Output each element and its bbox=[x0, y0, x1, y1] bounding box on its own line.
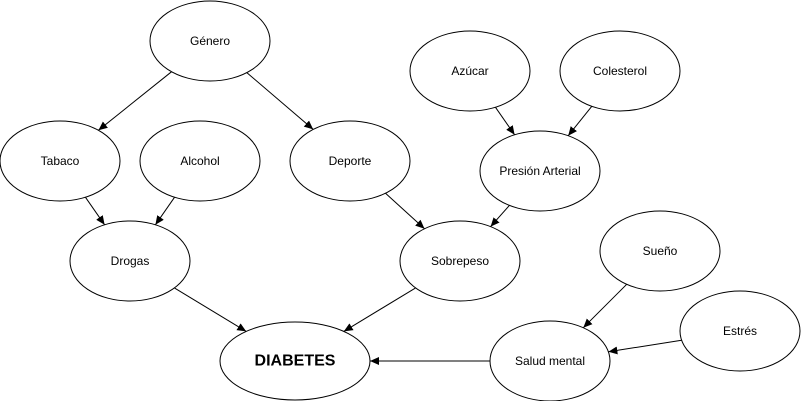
node-sobrepeso[interactable]: Sobrepeso bbox=[399, 220, 521, 302]
node-tabaco-label: Tabaco bbox=[41, 154, 80, 168]
node-genero-label: Género bbox=[190, 34, 230, 48]
node-salud-mental-label: Salud mental bbox=[515, 354, 585, 368]
edge-sueno-to-salud bbox=[582, 283, 628, 329]
edge-sobrepeso-to-diabetes bbox=[343, 287, 416, 332]
edge-tabaco-to-drogas bbox=[84, 196, 106, 226]
node-salud-mental[interactable]: Salud mental bbox=[489, 320, 611, 401]
node-sueno[interactable]: Sueño bbox=[599, 210, 721, 292]
edge-deporte-to-sobrepeso bbox=[385, 192, 425, 230]
node-drogas-label: Drogas bbox=[111, 254, 150, 268]
node-sobrepeso-label: Sobrepeso bbox=[431, 254, 489, 268]
node-tabaco[interactable]: Tabaco bbox=[0, 120, 121, 202]
node-colesterol[interactable]: Colesterol bbox=[559, 30, 681, 112]
edge-drogas-to-diabetes bbox=[174, 287, 247, 332]
node-estres-label: Estrés bbox=[723, 324, 757, 338]
edge-genero-to-deporte bbox=[246, 72, 314, 130]
edge-presion-to-sobrepeso bbox=[490, 205, 510, 227]
node-diabetes-label: DIABETES bbox=[255, 353, 336, 370]
edge-alcohol-to-drogas bbox=[154, 196, 176, 226]
node-estres[interactable]: Estrés bbox=[679, 290, 801, 372]
node-colesterol-label: Colesterol bbox=[593, 64, 647, 78]
node-azucar[interactable]: Azúcar bbox=[409, 30, 531, 112]
node-drogas[interactable]: Drogas bbox=[69, 220, 191, 302]
node-deporte[interactable]: Deporte bbox=[289, 120, 411, 202]
node-presion-arterial-label: Presión Arterial bbox=[499, 164, 580, 178]
node-alcohol-label: Alcohol bbox=[180, 154, 219, 168]
node-diabetes[interactable]: DIABETES bbox=[219, 321, 371, 401]
edge-colesterol-to-presion bbox=[567, 105, 593, 137]
node-presion-arterial[interactable]: Presión Arterial bbox=[479, 130, 601, 212]
node-deporte-label: Deporte bbox=[329, 154, 372, 168]
node-sueno-label: Sueño bbox=[643, 244, 678, 258]
edge-azucar-to-presion bbox=[494, 106, 516, 136]
edge-estres-to-salud bbox=[608, 339, 682, 355]
node-azucar-label: Azúcar bbox=[451, 64, 488, 78]
node-alcohol[interactable]: Alcohol bbox=[139, 120, 261, 202]
node-genero[interactable]: Género bbox=[149, 0, 271, 82]
edge-genero-to-tabaco bbox=[98, 71, 172, 131]
edges-layer bbox=[84, 71, 682, 365]
